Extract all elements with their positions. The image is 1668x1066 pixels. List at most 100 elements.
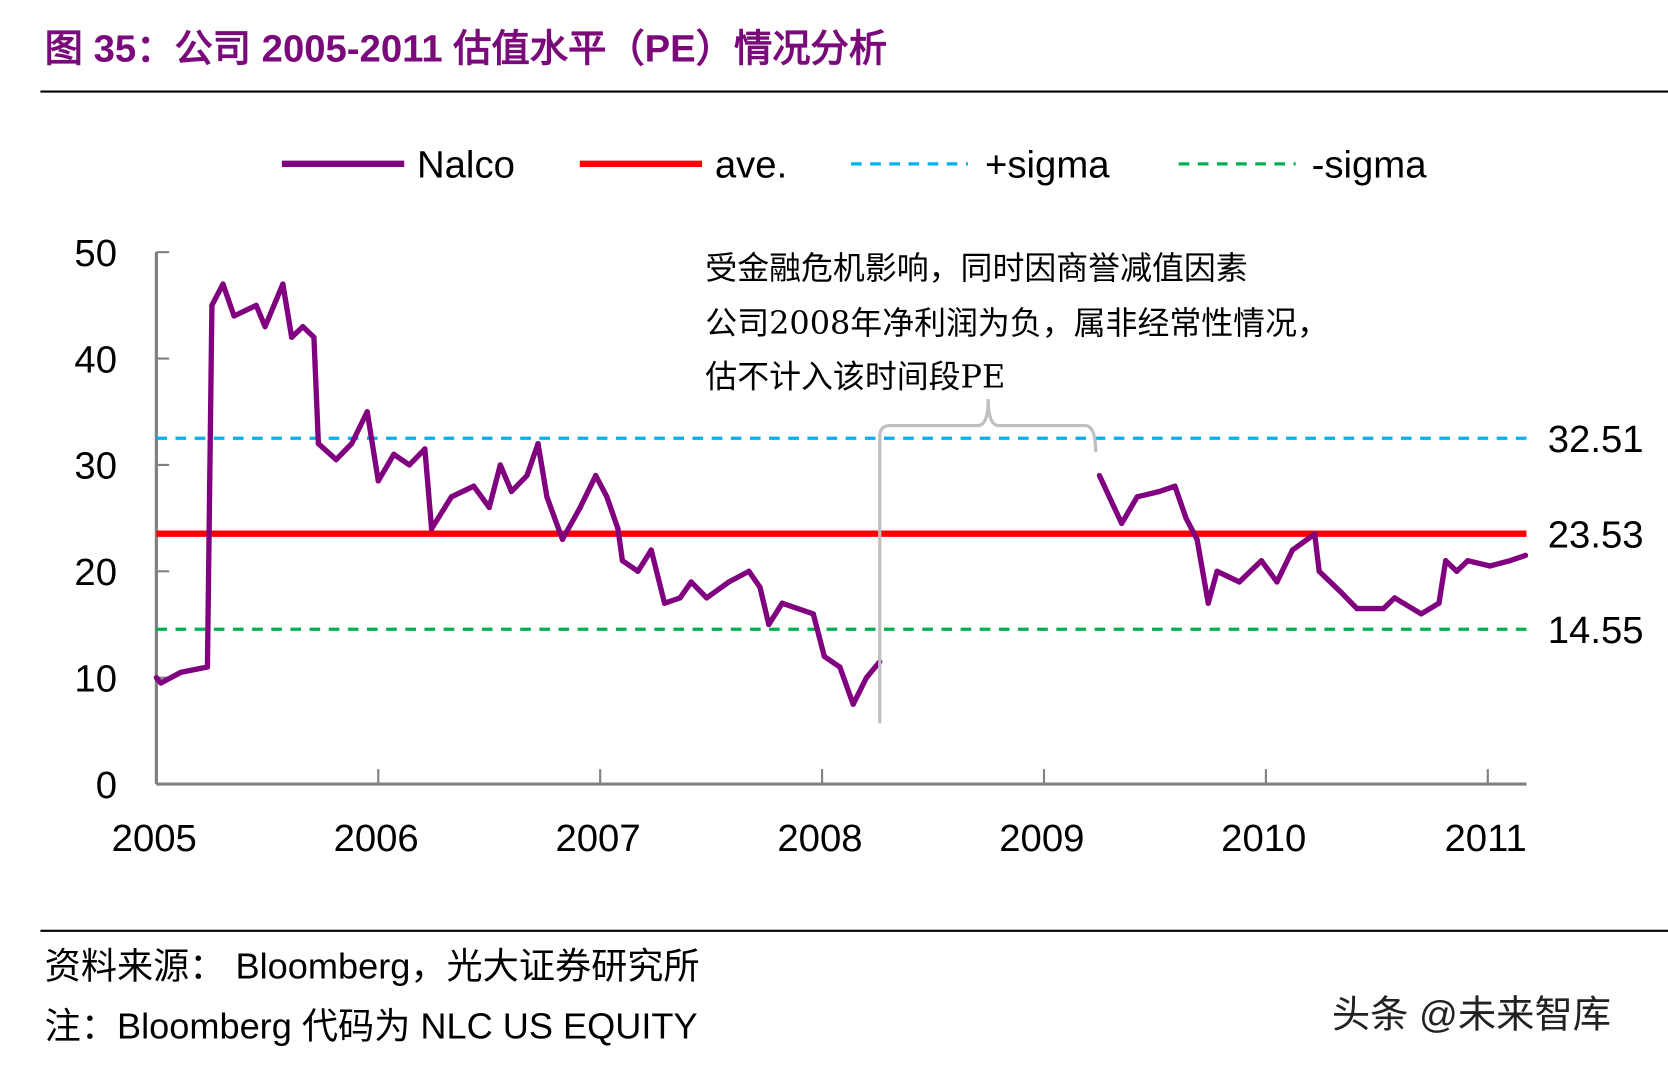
nalco-point: [508, 488, 515, 495]
y-tick-label: 10: [74, 658, 117, 701]
y-tick-label: 40: [74, 338, 117, 381]
nalco-point: [153, 675, 160, 681]
nalco-point: [497, 462, 503, 468]
nalco-point: [315, 440, 322, 447]
y-tick-label: 50: [74, 232, 117, 275]
x-tick-label: 2006: [334, 817, 419, 860]
nalco-line-segment: [1097, 474, 1527, 617]
watermark: 头条 @未来智库: [1332, 994, 1611, 1037]
nalco-point: [1156, 488, 1163, 495]
nalco-point: [1274, 579, 1280, 585]
nalco-point: [486, 504, 492, 511]
nalco-point: [204, 664, 211, 670]
nalco-point: [1236, 579, 1242, 585]
nalco-point: [757, 584, 763, 590]
nalco-point: [471, 483, 477, 489]
nalco-point: [1338, 589, 1344, 596]
y-tick-label: 0: [96, 764, 117, 807]
nalco-point: [779, 600, 785, 606]
annotation: 受金融危机影响，同时因商誉减值因素 公司2008年净利润为负，属非经常性情况， …: [705, 249, 1329, 724]
nalco-point: [391, 451, 397, 457]
x-tick-label: 2011: [1445, 817, 1527, 860]
nalco-point: [577, 504, 583, 511]
nalco-point: [648, 547, 654, 553]
nalco-point: [1194, 536, 1200, 543]
nalco-point: [635, 568, 641, 574]
nalco-point: [209, 302, 215, 309]
nalco-point: [544, 494, 550, 500]
nalco-point: [661, 600, 668, 606]
nalco-point: [262, 323, 268, 330]
nalco-point: [1134, 494, 1140, 500]
nalco-point: [619, 557, 626, 564]
nalco-point: [863, 675, 870, 681]
nalco-point: [231, 313, 237, 319]
x-tick-label: 2008: [777, 817, 862, 860]
nalco-point: [1096, 472, 1103, 479]
legend-label-ave: ave.: [715, 144, 787, 187]
nalco-point: [1465, 557, 1471, 564]
nalco-point: [1487, 563, 1493, 569]
nalco-point: [1316, 568, 1322, 574]
nalco-point: [253, 302, 259, 309]
nalco-point: [726, 579, 732, 585]
nalco-point: [615, 526, 621, 532]
nalco-point: [837, 664, 843, 670]
x-tick-label: 2007: [555, 817, 640, 860]
annotation-line-2: 公司2008年净利润为负，属非经常性情况，: [705, 304, 1329, 342]
series-layer: 14.55 32.51 23.53: [153, 281, 1644, 707]
nalco-point: [1289, 547, 1296, 553]
nalco-point: [810, 611, 816, 617]
nalco-point: [220, 281, 226, 287]
nalco-point: [821, 653, 827, 660]
nalco-point: [428, 526, 435, 532]
x-tick-label: 2010: [1221, 817, 1306, 860]
nalco-point: [850, 701, 856, 707]
nalco-point: [524, 472, 530, 479]
figure-title: 图 35：公司 2005-2011 估值水平（PE）情况分析: [45, 28, 887, 71]
nalco-point: [348, 440, 355, 447]
nalco-point: [535, 440, 541, 447]
nalco-point: [1522, 552, 1529, 558]
nalco-point: [364, 409, 370, 415]
ave-value-label: 23.53: [1548, 514, 1644, 557]
nalco-line-segment: [154, 281, 882, 707]
nalco-point: [422, 446, 428, 452]
legend-label-nalco: Nalco: [417, 144, 515, 187]
nalco-point: [1118, 520, 1125, 527]
note-text: 注：Bloomberg 代码为 NLC US EQUITY: [45, 1005, 698, 1046]
minus-sigma-value-label: 14.55: [1548, 609, 1644, 652]
nalco-point: [333, 456, 339, 463]
annotation-line-3: 估不计入该时间段PE: [705, 357, 1005, 395]
legend-label-minus-sigma: -sigma: [1312, 144, 1428, 187]
annotation-line-1: 受金融危机影响，同时因商誉减值因素: [705, 249, 1247, 287]
nalco-point: [1391, 595, 1398, 601]
nalco-point: [448, 494, 455, 500]
nalco-point: [1172, 483, 1178, 489]
nalco-point: [311, 334, 317, 340]
nalco-point: [1354, 605, 1360, 612]
nalco-point: [1183, 515, 1189, 521]
legend-label-plus-sigma: +sigma: [985, 144, 1110, 187]
nalco-point: [375, 478, 381, 484]
nalco-point: [300, 323, 306, 330]
nalco-point: [1380, 605, 1387, 612]
nalco-point: [593, 472, 599, 479]
source-text: 资料来源： Bloomberg，光大证券研究所: [45, 946, 700, 987]
nalco-point: [1205, 600, 1211, 606]
nalco-point: [559, 536, 566, 543]
plus-sigma-value-label: 32.51: [1548, 418, 1644, 461]
nalco-point: [766, 621, 772, 628]
legend: Nalco ave. +sigma -sigma: [281, 144, 1428, 187]
nalco-point: [1436, 600, 1442, 606]
nalco-point: [604, 494, 610, 500]
nalco-point: [158, 680, 164, 686]
nalco-point: [1418, 611, 1424, 617]
annotation-bracket: [878, 398, 1098, 724]
nalco-point: [1214, 568, 1220, 574]
nalco-point: [289, 334, 295, 340]
nalco-point: [1507, 557, 1513, 564]
nalco-point: [746, 568, 752, 574]
nalco-point: [1454, 568, 1460, 574]
